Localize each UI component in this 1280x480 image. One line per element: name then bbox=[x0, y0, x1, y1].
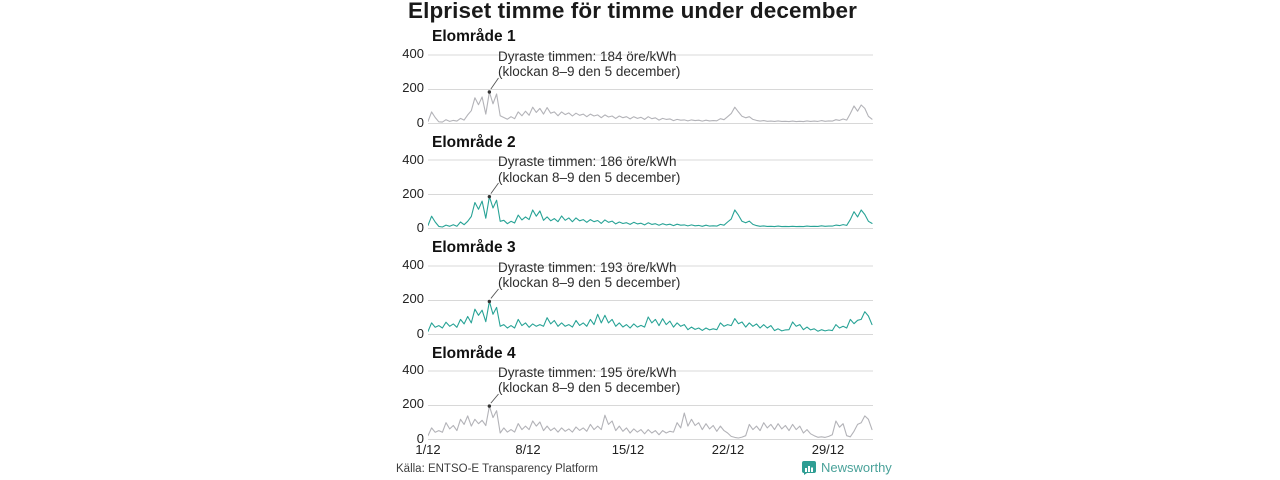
annotation-line1: Dyraste timmen: 195 öre/kWh bbox=[498, 364, 677, 380]
line-chart-elomrade-3 bbox=[428, 265, 873, 335]
y-tick-0: 0 bbox=[416, 220, 424, 235]
y-tick-0: 0 bbox=[416, 431, 424, 446]
x-tick-15-12: 15/12 bbox=[611, 442, 645, 457]
x-tick-8-12: 8/12 bbox=[515, 442, 541, 457]
y-tick-400: 400 bbox=[402, 362, 424, 377]
x-tick-22-12: 22/12 bbox=[711, 442, 745, 457]
y-tick-0: 0 bbox=[416, 326, 424, 341]
peak-annotation-3: Dyraste timmen: 193 öre/kWh (klockan 8–9… bbox=[498, 260, 680, 291]
subplot-title-2: Elområde 2 bbox=[432, 133, 516, 151]
subplot-title-1: Elområde 1 bbox=[432, 28, 516, 45]
y-tick-400: 400 bbox=[402, 257, 424, 272]
page-title: Elpriset timme för timme under december bbox=[408, 0, 858, 23]
annotation-line1: Dyraste timmen: 184 öre/kWh bbox=[498, 48, 677, 64]
annotation-line2: (klockan 8–9 den 5 december) bbox=[498, 169, 681, 185]
peak-annotation-1: Dyraste timmen: 184 öre/kWh (klockan 8–9… bbox=[498, 49, 680, 80]
y-tick-200: 200 bbox=[402, 396, 424, 411]
newsworthy-logo-icon bbox=[802, 461, 816, 475]
annotation-line2: (klockan 8–9 den 5 december) bbox=[498, 64, 681, 79]
y-tick-0: 0 bbox=[416, 115, 424, 130]
annotation-line2: (klockan 8–9 den 5 december) bbox=[498, 275, 681, 290]
y-tick-200: 200 bbox=[402, 186, 424, 201]
x-tick-29-12: 29/12 bbox=[811, 442, 845, 457]
y-tick-200: 200 bbox=[402, 291, 424, 306]
y-tick-400: 400 bbox=[402, 46, 424, 61]
y-tick-400: 400 bbox=[402, 152, 424, 167]
annotation-line1: Dyraste timmen: 193 öre/kWh bbox=[498, 259, 677, 275]
newsworthy-logo-text: Newsworthy bbox=[821, 460, 892, 475]
peak-annotation-4: Dyraste timmen: 195 öre/kWh (klockan 8–9… bbox=[498, 365, 680, 396]
x-tick-1-12: 1/12 bbox=[415, 442, 441, 457]
annotation-line1: Dyraste timmen: 186 öre/kWh bbox=[498, 154, 677, 169]
line-chart-elomrade-4 bbox=[428, 370, 873, 440]
subplot-title-3: Elområde 3 bbox=[432, 239, 516, 256]
subplot-title-4: Elområde 4 bbox=[432, 344, 516, 362]
peak-annotation-2: Dyraste timmen: 186 öre/kWh (klockan 8–9… bbox=[498, 154, 680, 185]
y-tick-200: 200 bbox=[402, 80, 424, 95]
line-chart-elomrade-1 bbox=[428, 54, 873, 124]
annotation-line2: (klockan 8–9 den 5 december) bbox=[498, 380, 681, 395]
source-note: Källa: ENTSO-E Transparency Platform bbox=[396, 463, 598, 475]
line-chart-elomrade-2 bbox=[428, 159, 873, 229]
